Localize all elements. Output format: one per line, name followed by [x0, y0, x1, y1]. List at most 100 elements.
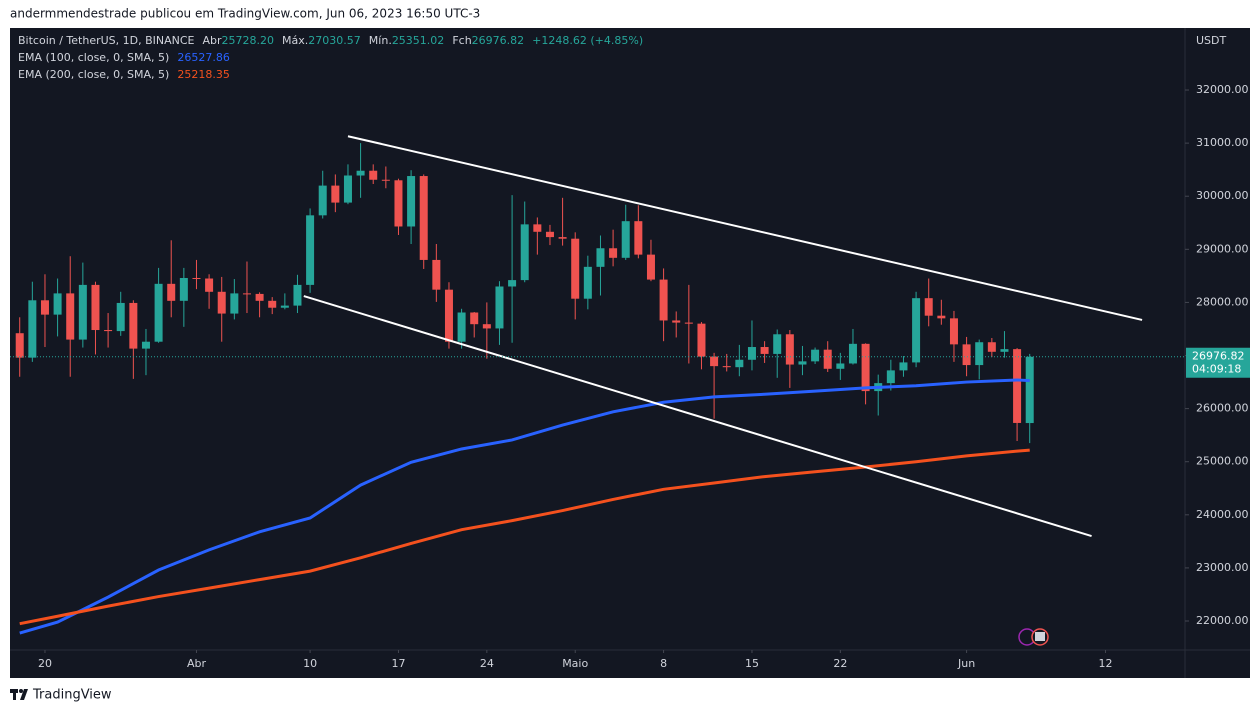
candle-body [949, 318, 958, 345]
candle-body [179, 277, 188, 301]
x-tick-label: Abr [187, 657, 207, 670]
candle-body [154, 283, 163, 342]
candle-body [280, 305, 289, 308]
candle-body [66, 293, 75, 340]
ohlc-value: 25728.20 [222, 34, 275, 47]
legend-entry: EMA (100, close, 0, SMA, 5) 26527.86 [18, 51, 230, 64]
countdown: 04:09:18 [1192, 363, 1241, 376]
candle-body [167, 283, 176, 301]
candle-body [381, 179, 390, 181]
candle-body [684, 322, 693, 324]
candle-body [318, 185, 327, 216]
candle-body [15, 333, 24, 358]
x-tick-label: 8 [660, 657, 667, 670]
ema-line [19, 448, 1030, 626]
y-tick-label: 24000.00 [1196, 508, 1249, 521]
y-tick-label: 32000.00 [1196, 83, 1249, 96]
candle-body [609, 248, 618, 258]
icons [1018, 628, 1049, 646]
candle-body [823, 349, 832, 369]
candle-body [811, 349, 820, 362]
candle-body [230, 293, 239, 314]
last-price-label: 26976.82 [1192, 350, 1245, 363]
ohlc-label: Máx. [282, 34, 308, 47]
trend-line [303, 295, 1092, 538]
candle-body [520, 224, 529, 281]
y-tick-label: 26000.00 [1196, 402, 1249, 415]
y-tick-label: 29000.00 [1196, 242, 1249, 255]
legend-entry: EMA (200, close, 0, SMA, 5) 25218.35 [18, 68, 230, 81]
candle-body [861, 343, 870, 392]
y-tick-label: 22000.00 [1196, 614, 1249, 627]
candle-body [760, 347, 769, 354]
plot [15, 135, 1143, 635]
candle-body [40, 300, 49, 315]
candle-body [659, 279, 668, 321]
candle-body [912, 298, 921, 363]
trend-line [347, 135, 1143, 321]
candle-body [116, 302, 125, 332]
legend-name: EMA (200, close, 0, SMA, 5) [18, 68, 169, 81]
candle-body [621, 221, 630, 258]
x-tick-label: 17 [391, 657, 405, 670]
candle-body [444, 289, 453, 342]
candle-body [545, 231, 554, 238]
chart-background [10, 28, 1250, 678]
candle-body [697, 323, 706, 357]
candle-body [798, 361, 807, 365]
legend-value: 26527.86 [177, 51, 230, 64]
candle-body [242, 293, 251, 295]
ohlc-label: Fch [452, 34, 471, 47]
candle-body [1000, 349, 1009, 352]
candle-body [558, 237, 567, 239]
candle-body [293, 284, 302, 306]
candle-body [394, 180, 403, 227]
candle-body [268, 300, 277, 308]
candle-body [192, 277, 201, 279]
candle-body [747, 347, 756, 360]
last-price-box [1186, 347, 1250, 378]
candle-body [987, 342, 996, 352]
candle-body [710, 356, 719, 367]
candle-body [91, 284, 100, 331]
tv-logo [10, 689, 28, 700]
y-tick-label: 30000.00 [1196, 189, 1249, 202]
candle-body [419, 176, 428, 260]
candle-body [571, 238, 580, 299]
candle-body [141, 341, 150, 349]
ema-line [19, 378, 1030, 635]
candle-body [924, 298, 933, 316]
candle-body [205, 278, 214, 292]
candle-body [899, 362, 908, 371]
ohlc-label: Abr [203, 34, 223, 47]
x-tick-label: Jun [957, 657, 975, 670]
y-tick-label: 23000.00 [1196, 561, 1249, 574]
candle-body [1025, 356, 1034, 424]
candle-body [596, 248, 605, 267]
candle-body [583, 266, 592, 299]
x-tick-label: 20 [38, 657, 52, 670]
candle-body [255, 293, 264, 301]
candle-body [886, 370, 895, 384]
ohlc-value: 25351.02 [392, 34, 445, 47]
x-tick-label: 12 [1098, 657, 1112, 670]
x-tick-label: 22 [833, 657, 847, 670]
candle-body [343, 175, 352, 203]
legend-change: +1248.62 (+4.85%) [532, 34, 643, 47]
candle-body [78, 284, 87, 340]
candle-body [470, 312, 479, 325]
legend-ohlc: Bitcoin / TetherUS, 1D, BINANCE Abr25728.… [18, 34, 643, 47]
candle-body [1013, 349, 1022, 423]
ohlc-value: 27030.57 [308, 34, 361, 47]
footer: TradingView [32, 688, 112, 703]
candle-body [432, 259, 441, 290]
x-tick-label: 10 [303, 657, 317, 670]
y-tick-label: 28000.00 [1196, 295, 1249, 308]
y-tick-label: 25000.00 [1196, 455, 1249, 468]
candle-body [937, 315, 946, 319]
candle-body [962, 344, 971, 366]
candle-body [482, 324, 491, 329]
legend-value: 25218.35 [177, 68, 230, 81]
candle-body [129, 302, 138, 349]
